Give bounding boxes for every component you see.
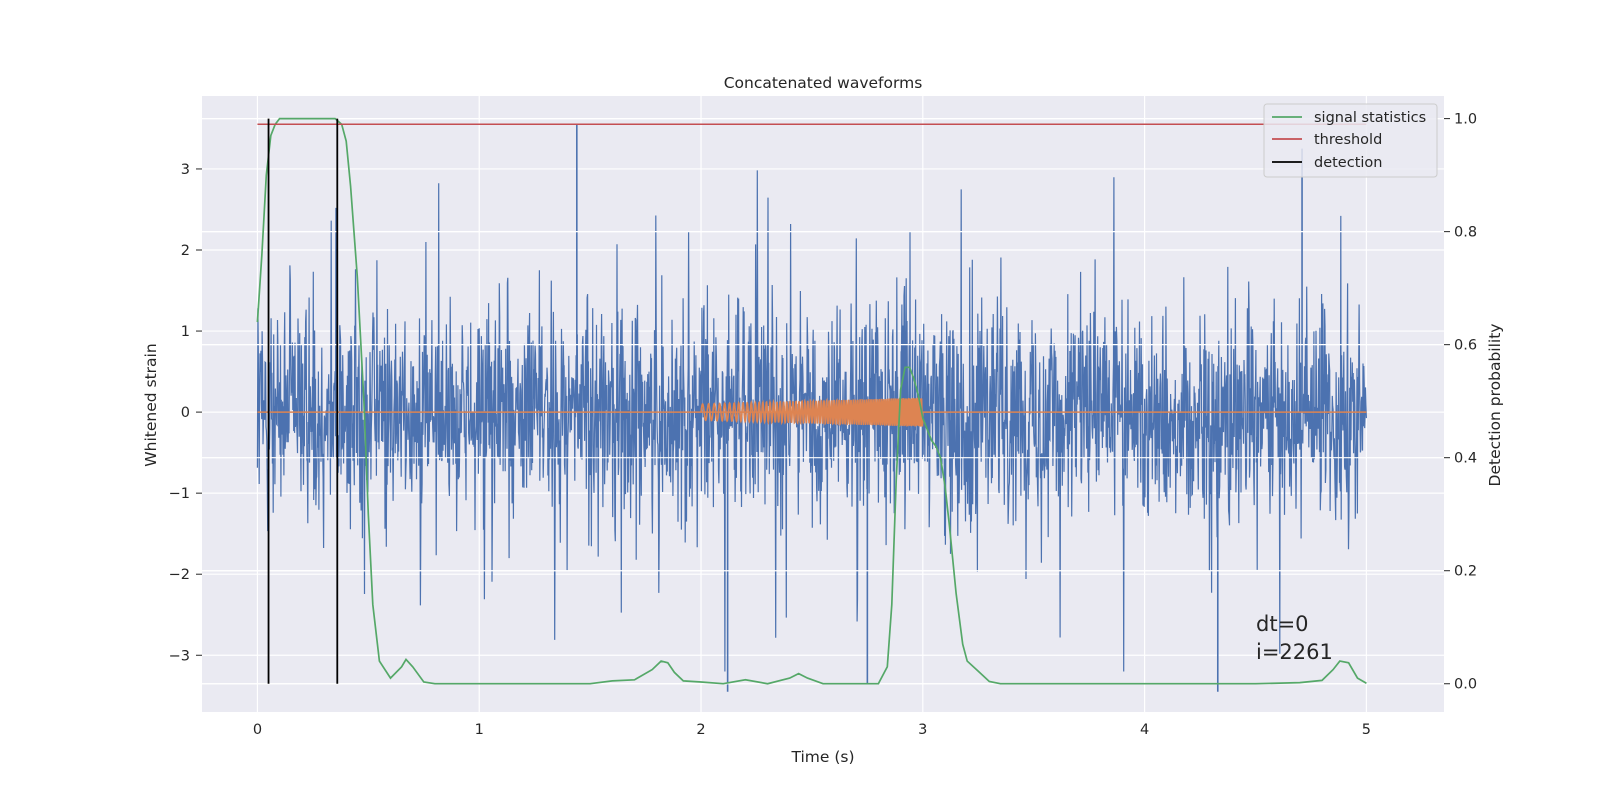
strain-noise-line bbox=[256, 170, 1367, 672]
y-tick-label: −2 bbox=[169, 567, 190, 583]
y2-tick-label: 1.0 bbox=[1454, 112, 1477, 128]
x-tick-label: 5 bbox=[1362, 722, 1371, 738]
y-tick-label: 3 bbox=[181, 162, 190, 178]
annotation-i: i=2261 bbox=[1256, 640, 1333, 664]
injection-waveform-line bbox=[700, 396, 924, 428]
y-tick-label: 2 bbox=[181, 243, 190, 259]
x-axis-label: Time (s) bbox=[790, 748, 854, 766]
chart-title: Concatenated waveforms bbox=[724, 74, 923, 92]
y-tick-label: −1 bbox=[169, 486, 190, 502]
y2-tick-label: 0.6 bbox=[1454, 338, 1477, 354]
y2-axis-label: Detection probability bbox=[1486, 324, 1504, 487]
legend-label-detection: detection bbox=[1314, 155, 1382, 171]
x-tick-label: 2 bbox=[696, 722, 705, 738]
series-layer bbox=[202, 117, 1444, 692]
x-tick-label: 0 bbox=[253, 722, 262, 738]
legend: signal statistics threshold detection bbox=[1263, 103, 1438, 178]
signal-statistics-line bbox=[256, 117, 1367, 685]
legend-label-threshold: threshold bbox=[1314, 132, 1382, 148]
y2-tick-label: 0.8 bbox=[1454, 225, 1477, 241]
legend-box bbox=[1263, 103, 1438, 178]
y2-tick-label: 0.0 bbox=[1454, 677, 1477, 693]
x-tick-label: 1 bbox=[475, 722, 484, 738]
x-tick-label: 3 bbox=[918, 722, 927, 738]
y-axis-label: Whitened strain bbox=[142, 343, 160, 466]
y-tick-label: −3 bbox=[169, 648, 190, 664]
axes-text: 0 1 2 3 4 5 −3 −2 −1 0 1 2 3 0.0 0.2 0.4 0.6 0.8 1.0 bbox=[169, 112, 1477, 738]
x-tick-label: 4 bbox=[1140, 722, 1149, 738]
annotation-dt: dt=0 bbox=[1256, 612, 1309, 636]
y2-tick-label: 0.2 bbox=[1454, 564, 1477, 580]
y-tick-label: 1 bbox=[181, 324, 190, 340]
y-tick-label: 0 bbox=[181, 405, 190, 421]
y2-tick-label: 0.4 bbox=[1454, 451, 1477, 467]
legend-label-signal-statistics: signal statistics bbox=[1314, 110, 1426, 126]
